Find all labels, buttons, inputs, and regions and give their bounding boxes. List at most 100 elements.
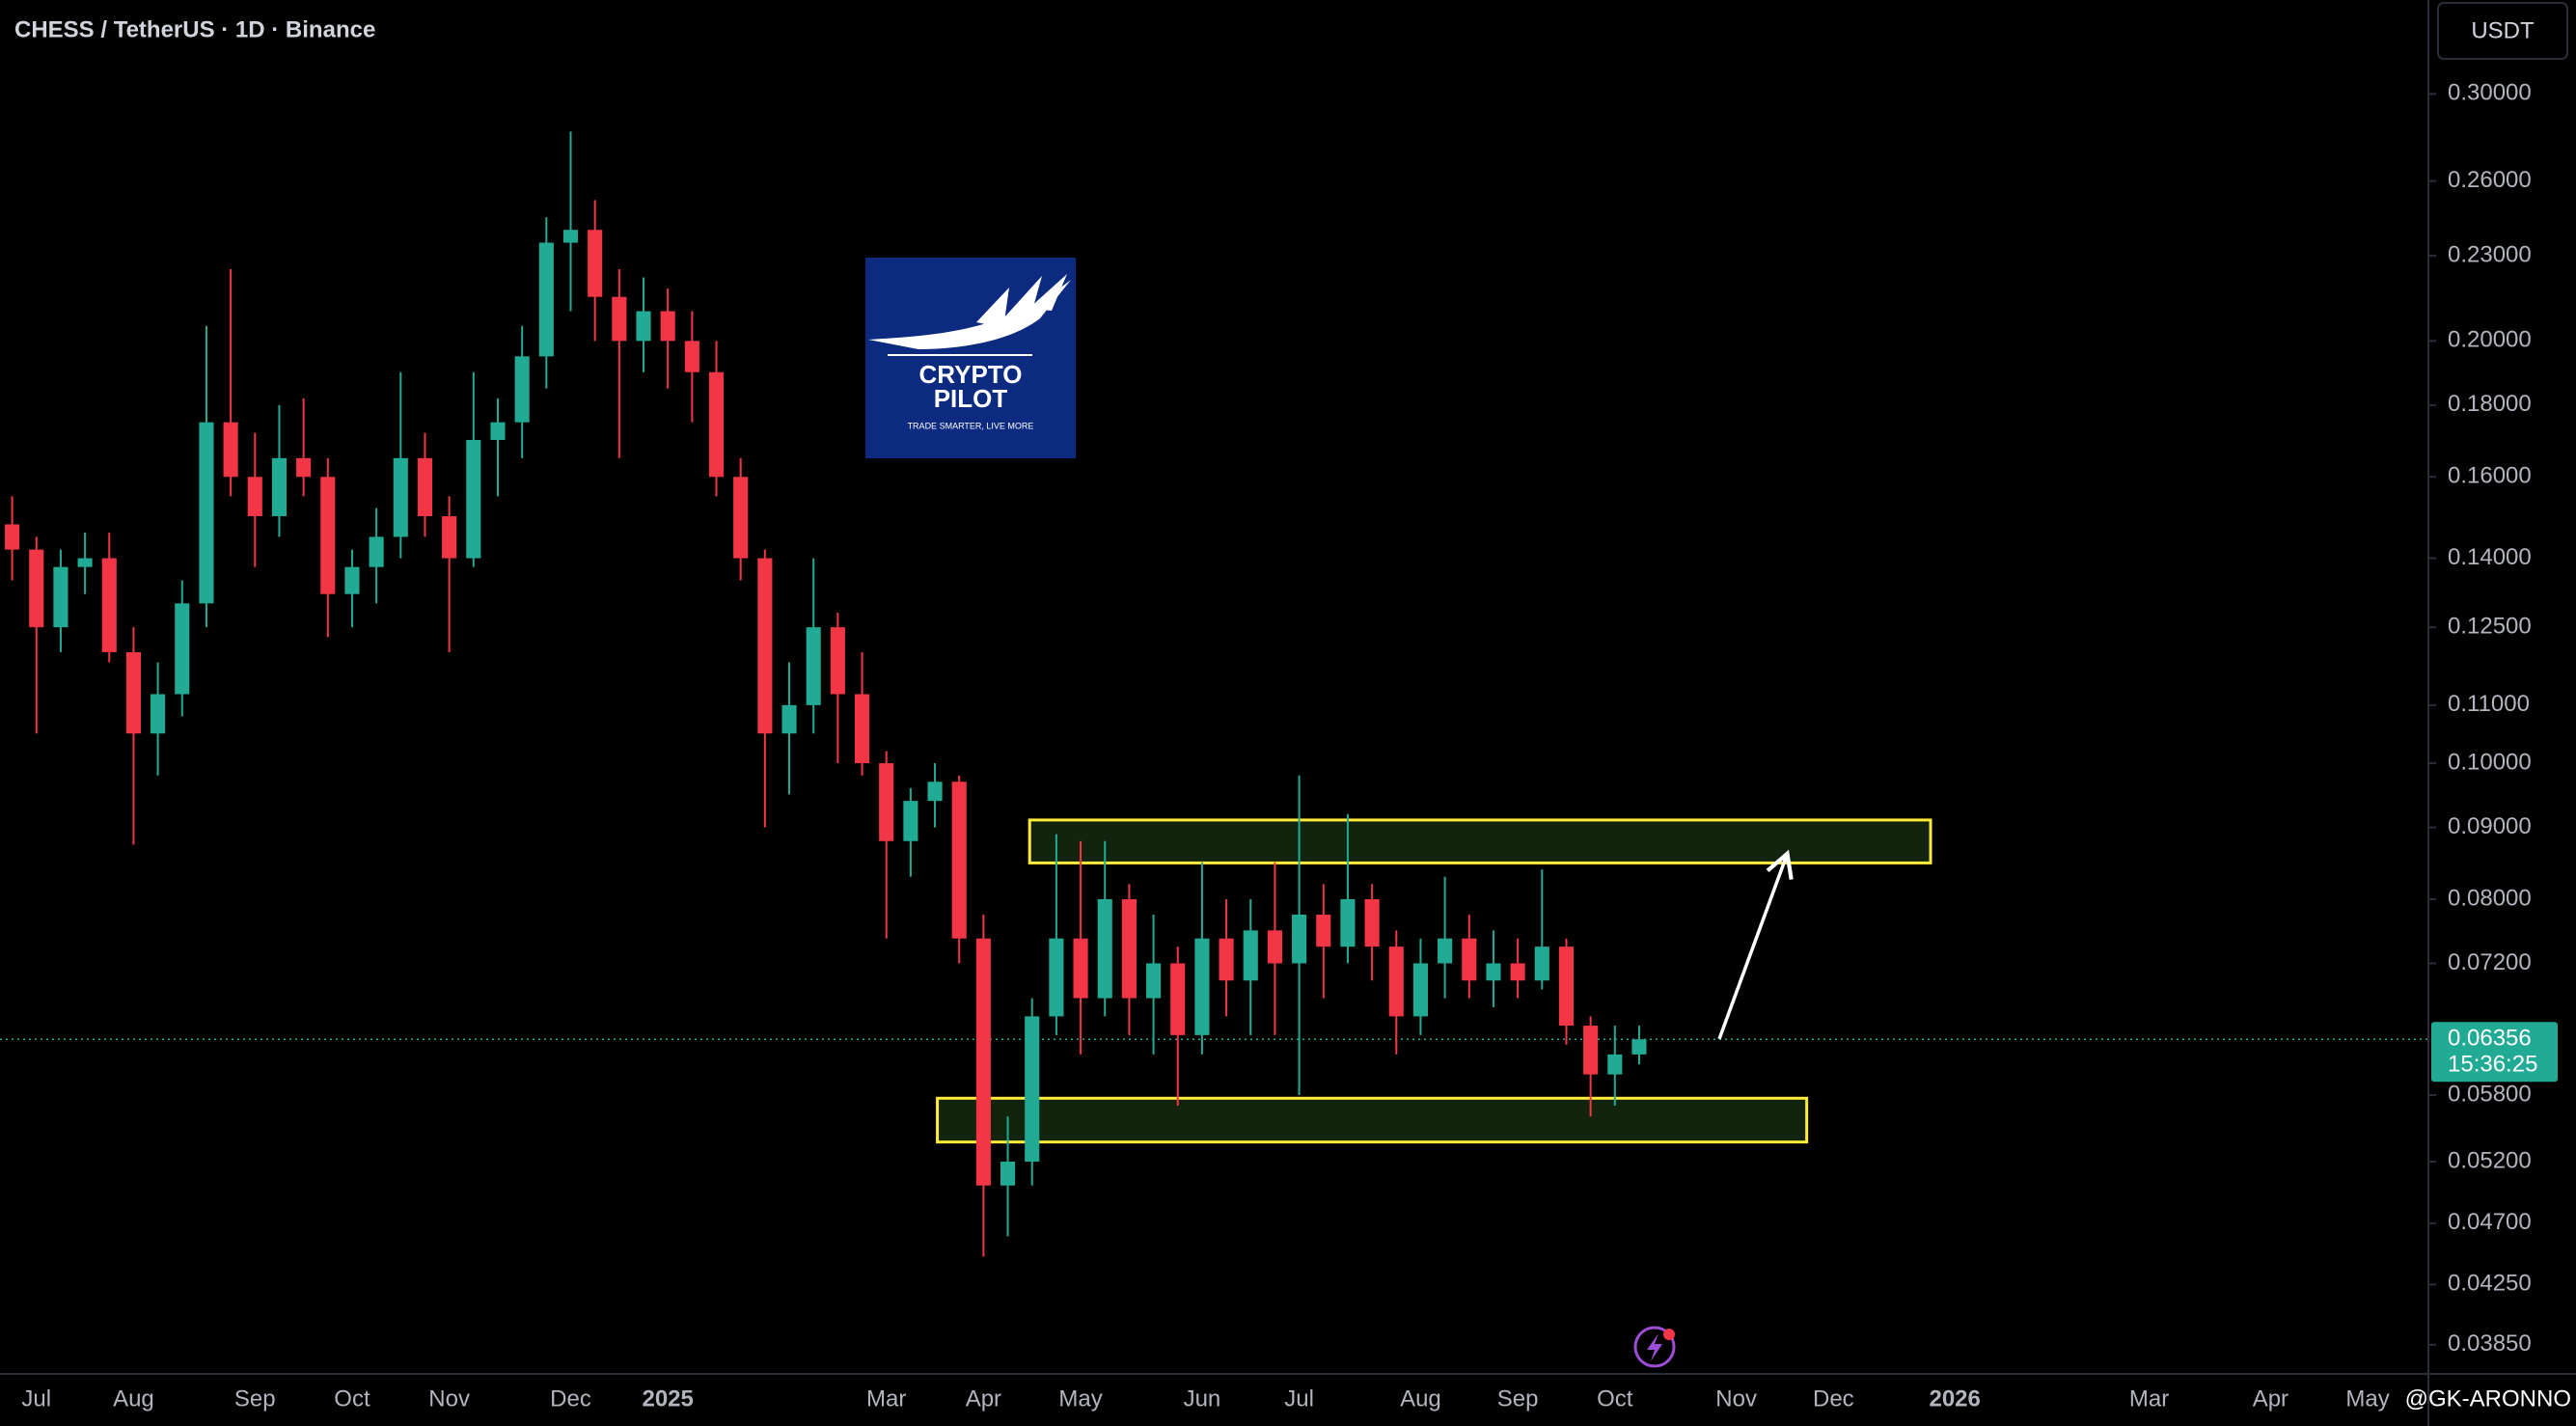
y-tick-label: 0.26000 [2448,167,2532,193]
logo-sail [976,274,1067,328]
plot-area [0,131,2428,1257]
y-tick-label: 0.18000 [2448,391,2532,417]
candle-body [757,558,773,734]
currency-label[interactable]: USDT [2471,17,2535,43]
candle-body [1025,1016,1040,1162]
y-tick-label: 0.11000 [2448,691,2530,717]
candle-body [29,549,44,628]
x-tick-label: Aug [1400,1385,1441,1412]
candle-body [1486,963,1501,981]
candle-body [296,457,312,478]
candle-body [1219,938,1234,981]
candle-body [1607,1054,1623,1075]
currency-button[interactable] [2437,2,2568,60]
last-price-label: 0.06356 [2448,1026,2532,1052]
x-tick-label: Aug [113,1385,154,1412]
candle-body [830,627,845,695]
candle-body [514,356,530,423]
chart-title: CHESS / TetherUS · 1D · Binance [14,16,375,42]
candle-body [442,516,457,559]
candle-body [125,651,141,734]
candle-body [369,536,384,567]
x-tick-label: Apr [966,1385,1001,1412]
alert-bolt[interactable] [1647,1333,1662,1361]
candle-body [1364,898,1380,947]
candle-body [53,566,69,628]
x-tick-label: Sep [1497,1385,1539,1412]
candle-body [588,230,603,297]
logo-text: CRYPTO [919,360,1023,389]
alert-circle[interactable] [1633,1326,1676,1368]
candle-body [1049,938,1064,1017]
candle-body [247,477,262,517]
candle-body [77,558,93,567]
candle-body [344,566,360,594]
x-tick-label: Jul [1284,1385,1314,1412]
candle-body [1146,963,1162,999]
x-tick-label: Apr [2253,1385,2288,1412]
candle-body [1462,938,1477,981]
y-tick-label: 0.07200 [2448,949,2532,975]
candle-body [975,938,991,1186]
candle-body [271,457,288,517]
candle-body [562,230,579,243]
candle-body [1412,963,1428,1017]
alert-icon[interactable] [1633,1326,1676,1368]
logo-box [865,258,1076,458]
candle-body [393,457,408,537]
y-tick-label: 0.14000 [2448,544,2532,570]
x-tick-label: May [2345,1385,2389,1412]
candle-body [320,477,336,594]
zone [936,1096,1809,1144]
candle-body [660,311,675,342]
candle-body [101,558,117,652]
logo-tagline: TRADE SMARTER, LIVE MORE [908,421,1034,430]
candle-body [223,422,238,478]
x-tick-label: 2026 [1929,1385,1980,1412]
candle-body [151,694,166,734]
x-tick-label: Jun [1184,1385,1221,1412]
y-tick-label: 0.04700 [2448,1209,2532,1235]
y-tick-label: 0.23000 [2448,241,2532,267]
candle-body [1438,938,1453,964]
logo-text: PILOT [934,384,1008,413]
candle-body [175,603,190,695]
candle-body [538,242,554,357]
last-price-tag [2431,1022,2558,1083]
y-tick-label: 0.08000 [2448,885,2532,911]
watermark: @GK-ARONNO [2405,1385,2571,1412]
x-tick-label: Sep [234,1385,276,1412]
x-tick-label: Oct [334,1385,370,1412]
candle-body [1000,1161,1016,1186]
x-tick-label: Mar [866,1385,906,1412]
candle-body [903,801,918,841]
candle-body [854,694,870,764]
candle-body [417,457,433,517]
candle-body [733,477,749,559]
y-tick-label: 0.05200 [2448,1147,2532,1173]
zone [1028,818,1932,864]
y-tick-label: 0.05800 [2448,1081,2532,1107]
y-tick-label: 0.20000 [2448,327,2532,353]
candle-body [490,422,506,440]
y-tick-label: 0.03850 [2448,1330,2532,1357]
candle-body [1267,930,1282,964]
alert-dot[interactable] [1663,1329,1675,1340]
y-tick-label: 0.16000 [2448,463,2532,489]
candle-body [1631,1039,1647,1055]
x-tick-label: 2025 [642,1385,693,1412]
candle-body [466,439,481,559]
candle-body [636,311,651,342]
candle-body [684,341,699,372]
arrow [1717,849,1794,1040]
x-tick-label: Oct [1597,1385,1633,1412]
candle-body [1583,1026,1599,1075]
logo: CRYPTO PILOT TRADE SMARTER, LIVE MORE [865,258,1076,458]
x-tick-label: Dec [1813,1385,1854,1412]
candle-body [612,296,627,342]
x-tick-label: Jul [21,1385,51,1412]
candle-body [806,627,821,705]
countdown-label: 15:36:25 [2448,1052,2537,1078]
